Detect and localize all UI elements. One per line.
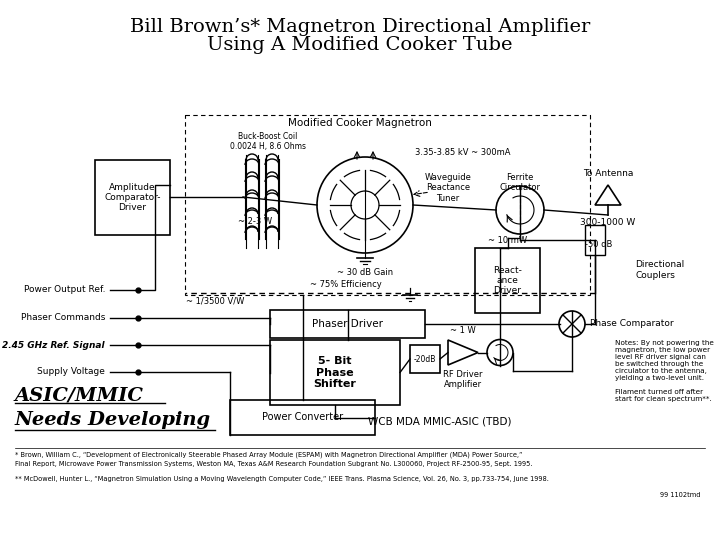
Text: -50 dB: -50 dB xyxy=(585,240,613,249)
Text: ** McDowell, Hunter L., “Magnetron Simulation Using a Moving Wavelength Computer: ** McDowell, Hunter L., “Magnetron Simul… xyxy=(15,476,549,482)
Text: Power Converter: Power Converter xyxy=(262,413,343,422)
Text: Modified Cooker Magnetron: Modified Cooker Magnetron xyxy=(288,118,432,128)
Text: Amplitude
Comparator-
Driver: Amplitude Comparator- Driver xyxy=(104,183,161,212)
Text: To Antenna: To Antenna xyxy=(582,169,633,178)
Text: Power Output Ref.: Power Output Ref. xyxy=(24,286,105,294)
Text: 300-1000 W: 300-1000 W xyxy=(580,218,636,227)
Text: React-
ance
Driver: React- ance Driver xyxy=(493,266,522,295)
Bar xyxy=(410,345,440,373)
Text: Final Report, Microwave Power Transmission Systems, Weston MA, Texas A&M Researc: Final Report, Microwave Power Transmissi… xyxy=(15,461,533,467)
Bar xyxy=(95,160,170,235)
Text: Directional
Couplers: Directional Couplers xyxy=(635,260,684,280)
Text: Waveguide
Reactance
Tuner: Waveguide Reactance Tuner xyxy=(425,173,472,203)
Bar xyxy=(270,310,425,338)
Text: ~ 75% Efficiency: ~ 75% Efficiency xyxy=(310,280,382,289)
Text: ~ 1 W: ~ 1 W xyxy=(450,326,476,335)
Text: Needs Developing: Needs Developing xyxy=(15,411,211,429)
Text: 2.45 GHz Ref. Signal: 2.45 GHz Ref. Signal xyxy=(2,341,105,349)
Bar xyxy=(585,225,605,255)
Text: Buck-Boost Coil
0.0024 H, 8.6 Ohms: Buck-Boost Coil 0.0024 H, 8.6 Ohms xyxy=(230,132,306,151)
Text: Using A Modified Cooker Tube: Using A Modified Cooker Tube xyxy=(207,36,513,54)
Text: 99 1102tmd: 99 1102tmd xyxy=(660,492,700,498)
Text: -20dB: -20dB xyxy=(414,354,436,363)
Text: Ferrite
Circulator: Ferrite Circulator xyxy=(500,173,541,192)
Text: Notes: By not powering the
magnetron, the low power
level RF driver signal can
b: Notes: By not powering the magnetron, th… xyxy=(615,340,714,402)
Text: ~ 1/3500 V/W: ~ 1/3500 V/W xyxy=(186,297,244,306)
Bar xyxy=(270,340,400,405)
Text: ~ 10 mW: ~ 10 mW xyxy=(488,236,527,245)
Text: ~ 30 dB Gain: ~ 30 dB Gain xyxy=(337,268,393,277)
Bar xyxy=(230,400,375,435)
Text: Phaser Driver: Phaser Driver xyxy=(312,319,383,329)
Text: Phaser Commands: Phaser Commands xyxy=(21,314,105,322)
Text: 3.35-3.85 kV ~ 300mA: 3.35-3.85 kV ~ 300mA xyxy=(415,148,510,157)
Text: RF Driver
Amplifier: RF Driver Amplifier xyxy=(444,370,482,389)
Text: ASIC/MMIC: ASIC/MMIC xyxy=(15,386,144,404)
Text: WCB MDA MMIC-ASIC (TBD): WCB MDA MMIC-ASIC (TBD) xyxy=(368,417,512,427)
Text: Supply Voltage: Supply Voltage xyxy=(37,368,105,376)
Text: Bill Brown’s* Magnetron Directional Amplifier: Bill Brown’s* Magnetron Directional Ampl… xyxy=(130,18,590,36)
Bar xyxy=(475,248,540,313)
Text: 5- Bit
Phase
Shifter: 5- Bit Phase Shifter xyxy=(314,356,356,389)
Text: ~ 2-3 W: ~ 2-3 W xyxy=(238,218,272,226)
Text: Phase Comparator: Phase Comparator xyxy=(590,320,674,328)
Text: * Brown, William C., “Development of Electronically Steerable Phased Array Modul: * Brown, William C., “Development of Ele… xyxy=(15,451,523,457)
